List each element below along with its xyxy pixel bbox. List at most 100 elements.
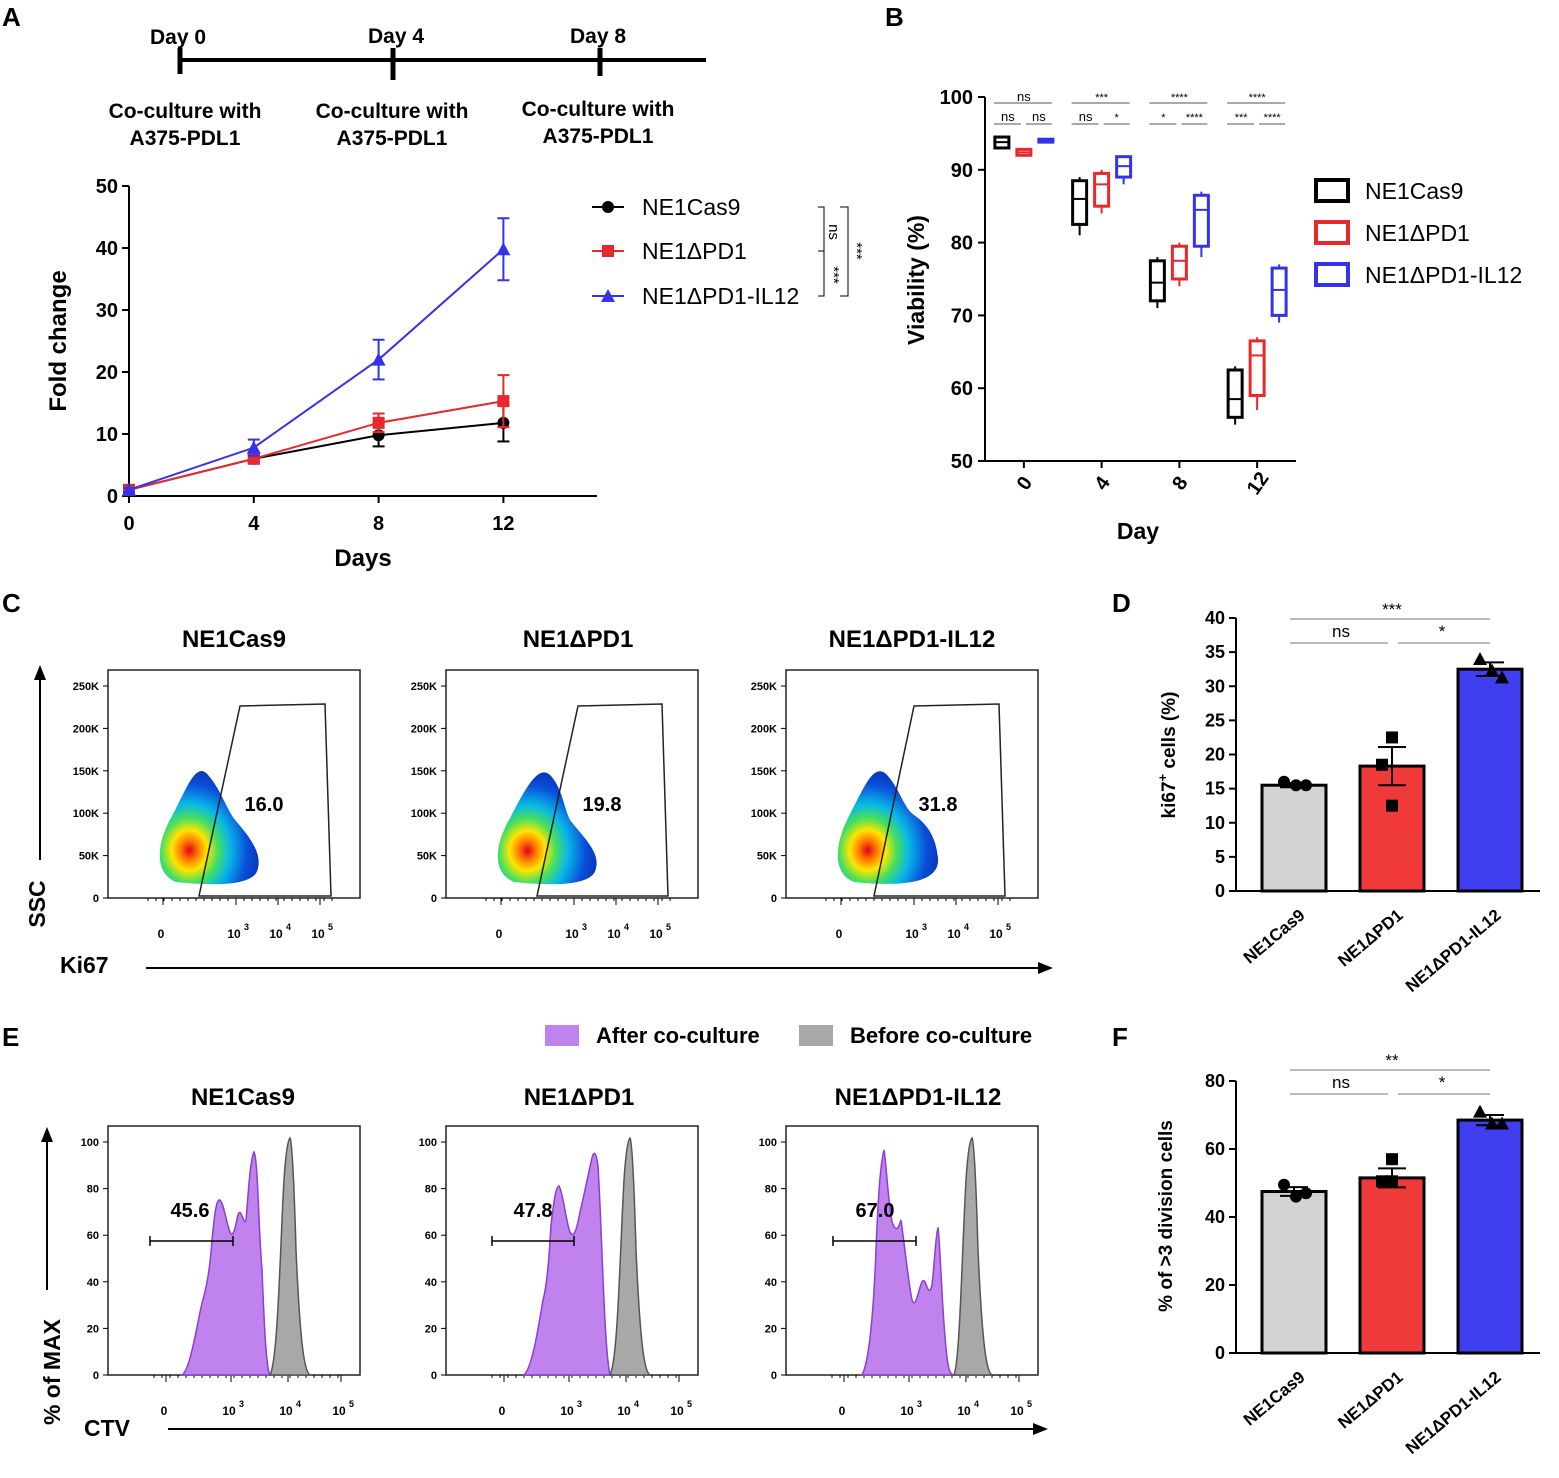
box <box>1270 266 1288 317</box>
y-tick-label: 80 <box>425 1184 437 1196</box>
box <box>1071 179 1089 226</box>
legend-label-ne1dpd1: NE1ΔPD1 <box>1365 220 1470 246</box>
x-tick-exponent: 5 <box>1006 922 1011 932</box>
panel-letter-f: F <box>1112 1022 1128 1052</box>
x-tick-exponent: 5 <box>328 922 333 932</box>
y-tick-label: 100 <box>81 1137 99 1149</box>
significance-bracket <box>818 250 825 297</box>
legend-label-ne1cas9: NE1Cas9 <box>642 194 740 220</box>
arrow-head-icon <box>1038 962 1053 974</box>
significance-label: ns <box>1332 622 1350 641</box>
y-tick-label: 0 <box>93 893 99 905</box>
data-point <box>1495 670 1509 684</box>
bar <box>1358 1176 1426 1355</box>
y-tick-label: 10 <box>1205 813 1225 833</box>
y-tick-label: 0 <box>771 893 777 905</box>
y-tick-label: 20 <box>87 1323 99 1335</box>
y-tick-label: 150K <box>73 766 99 778</box>
data-point <box>1290 779 1302 792</box>
plot-title: NE1Cas9 <box>182 626 286 653</box>
fold-change-line-chart: Fold change Days NE1Cas9 NE1ΔPD1 NE1ΔPD1… <box>45 176 865 572</box>
x-tick-exponent: 4 <box>296 1399 301 1409</box>
y-tick-label: 100 <box>419 1137 437 1149</box>
x-tick-label: 10 <box>617 1404 631 1418</box>
gate <box>198 703 332 897</box>
xlabel-ctv: CTV <box>84 1415 131 1441</box>
histogram-before <box>268 1136 311 1376</box>
x-tick-exponent: 5 <box>687 1399 692 1409</box>
x-tick-label: NE1ΔPD1-IL12 <box>1402 1368 1505 1458</box>
x-tick-exponent: 3 <box>582 922 587 932</box>
data-point <box>1300 1187 1312 1200</box>
x-tick-label: NE1ΔPD1-IL12 <box>1402 906 1505 996</box>
panel-letter-d: D <box>1112 588 1131 618</box>
y-tick-label: 60 <box>425 1230 437 1242</box>
timeline: Day 0 Day 4 Day 8 Co-culture with A375-P… <box>109 25 706 150</box>
y-tick-label: 150K <box>411 766 437 778</box>
x-tick-label: 0 <box>158 927 165 941</box>
y-tick-label: 50K <box>757 851 777 863</box>
x-tick-label: 10 <box>670 1404 684 1418</box>
y-tick-label: 150K <box>751 766 777 778</box>
x-tick-label: NE1ΔPD1 <box>1334 1368 1406 1433</box>
x-tick-label: 10 <box>311 927 325 941</box>
legend-marker-ne1cas9 <box>602 201 614 213</box>
data-point <box>1485 663 1499 677</box>
series-line <box>128 400 504 491</box>
y-tick-label: 100K <box>411 808 437 820</box>
legend-marker-ne1dpd1 <box>602 245 614 257</box>
significance-label: *** <box>825 266 842 284</box>
series-line <box>128 248 505 491</box>
significance-label: ns <box>1079 109 1093 124</box>
gate-percent: 45.6 <box>171 1200 210 1222</box>
ki67-bar-chart: ki67+ cells (%) 0 5 10 15 20 25 30 35 40 NE1Cas9 N… <box>1155 600 1540 996</box>
x-tick-label: 10 <box>607 927 621 941</box>
x-tick-label: 10 <box>269 927 283 941</box>
x-tick-label: NE1ΔPD1 <box>1334 906 1406 971</box>
y-tick-label: 0 <box>771 1370 777 1382</box>
gate-percent: 19.8 <box>583 794 622 816</box>
x-tick-exponent: 3 <box>577 1399 582 1409</box>
y-tick-label: 40 <box>1205 1207 1225 1227</box>
panel-letter-e: E <box>2 1022 19 1052</box>
timeline-caption: A375-PDL1 <box>130 127 241 150</box>
x-tick-label: NE1Cas9 <box>1240 1368 1309 1430</box>
y-tick-label: 60 <box>87 1230 99 1242</box>
y-tick-label: 20 <box>96 362 118 384</box>
ylabel-division-cells: % of >3 division cells <box>1156 1120 1177 1312</box>
histogram-after <box>522 1152 611 1376</box>
legend-box-ne1cas9 <box>1314 178 1350 203</box>
plot-title: NE1ΔPD1-IL12 <box>829 626 996 653</box>
x-tick-exponent: 3 <box>239 1399 244 1409</box>
xlabel-ki67: Ki67 <box>60 952 109 978</box>
histogram-before <box>952 1136 993 1376</box>
x-tick-exponent: 4 <box>974 1399 979 1409</box>
arrow-head-icon <box>1033 1423 1048 1435</box>
ylabel-percent-of-max: % of MAX <box>39 1318 65 1425</box>
timeline-day-label: Day 4 <box>368 25 424 48</box>
data-point <box>247 452 260 465</box>
y-tick-label: 40 <box>425 1277 437 1289</box>
x-tick-exponent: 4 <box>286 922 291 932</box>
x-tick-label: 0 <box>499 1404 506 1418</box>
data-point <box>497 395 510 408</box>
arrow-head-icon <box>34 665 46 680</box>
gate-percent: 47.8 <box>514 1200 553 1222</box>
gate-percent: 31.8 <box>919 794 958 816</box>
gate <box>873 703 1006 897</box>
data-point <box>371 352 386 366</box>
y-tick-label: 80 <box>87 1184 99 1196</box>
gate-percent: 16.0 <box>245 794 284 816</box>
x-tick-label: 0 <box>496 927 503 941</box>
ctv-histogram-panel: After co-culture Before co-culture % of … <box>39 1023 1048 1441</box>
y-tick-label: 5 <box>1215 847 1225 867</box>
significance-label: **** <box>1171 92 1189 104</box>
y-tick-label: 10 <box>96 424 118 446</box>
data-point <box>1386 1153 1398 1166</box>
y-tick-label: 40 <box>87 1277 99 1289</box>
ylabel-fold-change: Fold change <box>45 270 72 411</box>
y-tick-label: 50 <box>96 176 118 198</box>
x-tick-label: 10 <box>989 927 1003 941</box>
data-point <box>1473 1104 1487 1118</box>
legend-label-before: Before co-culture <box>850 1023 1032 1048</box>
